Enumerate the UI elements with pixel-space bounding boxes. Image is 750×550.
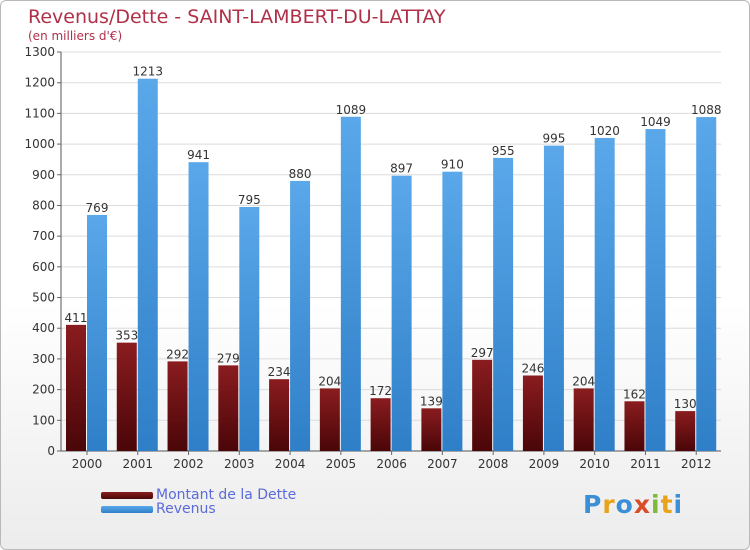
labels: 0 100 200 300 400 500 600 700 800 900 1000 1100 1200…	[24, 45, 721, 471]
logo-letter-i: i	[651, 490, 661, 519]
y-tick-label: 0	[47, 444, 55, 458]
data-label-debt: 204	[572, 374, 595, 388]
data-label-revenus: 941	[187, 148, 210, 162]
legend-swatch-revenus	[101, 505, 153, 513]
x-tick-label: 2008	[478, 457, 509, 471]
y-tick-label: 400	[32, 321, 55, 335]
data-label-debt: 204	[318, 374, 341, 388]
bar-debt	[66, 324, 86, 451]
bars	[66, 78, 717, 452]
y-tick-label: 1300	[24, 45, 55, 59]
bar-revenus	[696, 117, 717, 452]
data-label-debt: 279	[217, 351, 240, 365]
data-label-debt: 234	[268, 365, 291, 379]
y-tick-label: 700	[32, 229, 55, 243]
bar-revenus	[645, 129, 666, 451]
data-label-revenus: 910	[441, 158, 464, 172]
data-label-debt: 297	[471, 346, 494, 360]
logo-letter-p: P	[583, 490, 603, 519]
chart-title: Revenus/Dette - SAINT-LAMBERT-DU-LATTAY	[28, 6, 446, 28]
bar-debt	[675, 411, 696, 451]
x-tick-label: 2007	[427, 457, 458, 471]
bar-debt	[573, 388, 594, 451]
bar-revenus	[87, 214, 107, 451]
bar-debt	[269, 379, 290, 451]
data-label-revenus: 769	[86, 201, 109, 215]
logo-letter-o: o	[615, 490, 634, 519]
bar-revenus	[239, 206, 260, 451]
data-label-debt: 162	[623, 387, 646, 401]
data-label-debt: 353	[115, 329, 138, 343]
bar-revenus	[290, 180, 311, 451]
x-tick-label: 2000	[72, 457, 103, 471]
data-label-debt: 292	[166, 347, 189, 361]
x-tick-label: 2012	[681, 457, 712, 471]
x-tick-label: 2001	[122, 457, 153, 471]
y-tick-label: 1100	[24, 106, 55, 120]
legend-swatch-debt	[101, 491, 153, 499]
bar-revenus	[188, 162, 209, 452]
y-tick-label: 500	[32, 291, 55, 305]
data-label-revenus: 880	[289, 167, 312, 181]
bar-debt	[167, 361, 188, 451]
bar-debt	[116, 342, 137, 451]
x-tick-label: 2004	[275, 457, 306, 471]
legend-label-revenus: Revenus	[156, 501, 216, 517]
bar-revenus	[543, 145, 564, 451]
data-label-revenus: 995	[542, 132, 565, 146]
data-label-debt: 139	[420, 394, 443, 408]
bar-revenus	[493, 157, 514, 451]
data-label-debt: 172	[369, 384, 392, 398]
y-tick-label: 600	[32, 260, 55, 274]
bar-debt	[218, 365, 239, 451]
data-label-revenus: 1049	[640, 115, 671, 129]
y-tick-label: 100	[32, 413, 55, 427]
bar-revenus	[594, 137, 615, 451]
bar-debt	[522, 375, 543, 451]
bar-revenus	[137, 78, 158, 452]
bar-debt	[421, 408, 442, 451]
data-label-revenus: 1020	[589, 124, 620, 138]
proxiti-logo: Proxiti	[583, 490, 683, 519]
x-tick-label: 2010	[579, 457, 610, 471]
data-label-debt: 411	[65, 311, 88, 325]
x-tick-label: 2003	[224, 457, 255, 471]
y-tick-label: 1000	[24, 137, 55, 151]
bar-revenus	[442, 171, 463, 451]
legend-item-debt: Montant de la Dette	[101, 487, 296, 503]
data-label-revenus: 955	[492, 144, 515, 158]
logo-letter-r: r	[602, 490, 616, 519]
data-label-revenus: 1213	[132, 65, 163, 79]
logo-letter-t: t	[660, 490, 674, 519]
data-label-revenus: 1089	[336, 103, 367, 117]
bar-debt	[472, 359, 493, 451]
y-tick-label: 800	[32, 198, 55, 212]
y-tick-label: 300	[32, 352, 55, 366]
bar-debt	[370, 398, 391, 451]
bar-revenus	[391, 175, 412, 451]
legend-label-debt: Montant de la Dette	[156, 487, 297, 503]
x-tick-label: 2009	[529, 457, 560, 471]
logo-letter-i2: i	[673, 490, 684, 519]
bar-debt	[624, 401, 645, 451]
data-label-debt: 246	[521, 361, 544, 375]
x-tick-label: 2011	[630, 457, 661, 471]
data-label-debt: 130	[674, 397, 697, 411]
legend-item-revenus: Revenus	[101, 501, 216, 517]
bar-revenus	[340, 116, 361, 451]
data-label-revenus: 1088	[691, 103, 722, 117]
y-tick-label: 900	[32, 168, 55, 182]
chart-subtitle: (en milliers d'€)	[28, 29, 123, 43]
logo-letter-x: x	[633, 490, 651, 519]
y-tick-label: 200	[32, 383, 55, 397]
bar-debt	[319, 388, 340, 451]
x-tick-label: 2005	[326, 457, 357, 471]
x-tick-label: 2006	[376, 457, 407, 471]
y-tick-label: 1200	[24, 76, 55, 90]
data-label-revenus: 897	[390, 162, 413, 176]
x-tick-label: 2002	[173, 457, 204, 471]
data-label-revenus: 795	[238, 193, 261, 207]
